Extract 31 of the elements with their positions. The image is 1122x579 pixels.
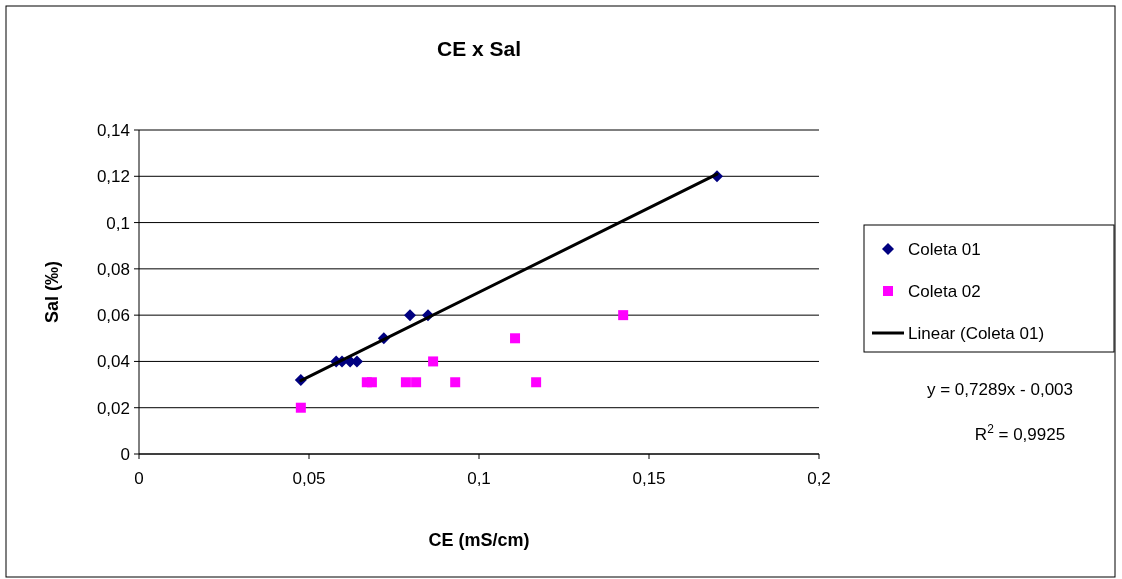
point [366,377,377,388]
text: R$^{2}$ = 0,9925 [974,422,1066,444]
point [450,377,461,388]
point [428,356,439,367]
legend-label: Linear (Coleta 01) [908,323,1045,343]
x-tick-label: 0,05 [292,469,326,488]
x-tick-label: 0,1 [467,469,491,488]
x-tick-label: 0,2 [807,469,831,488]
point [403,309,416,322]
x-tick-label: 0,15 [632,469,666,488]
y-tick-label: 0,02 [96,398,130,418]
y-tick-label: 0,1 [106,213,130,233]
y-tick-label: 0,06 [96,306,130,326]
legend-label: Coleta 02 [908,281,981,301]
point [295,402,306,413]
y-tick-label: 0,12 [96,167,130,187]
point [510,333,521,344]
y-tick-label: 0,04 [96,352,130,372]
point [411,377,422,388]
y-tick-label: 0,14 [96,120,130,140]
point [618,310,629,321]
y-axis-title: Sal (‰) [42,260,62,324]
x-axis-title: CE (mS/cm) [428,530,530,550]
text: y = 0,7289x - 0,003 [926,380,1074,399]
point [400,377,411,388]
legend-label: Coleta 01 [908,239,981,259]
point [531,377,542,388]
x-tick-label: 0 [134,469,144,488]
chart-title: CE x Sal [436,37,522,60]
y-tick-label: 0,08 [96,259,130,279]
y-tick-label: 0 [120,444,130,464]
